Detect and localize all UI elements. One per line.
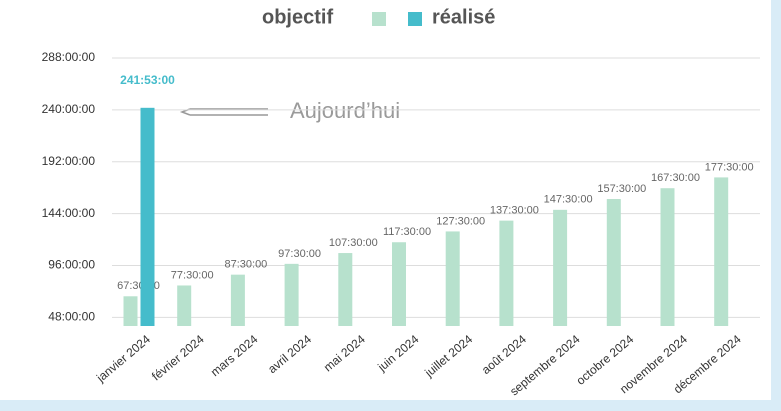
value-label: 147:30:00 (544, 194, 593, 206)
value-label: 117:30:00 (383, 226, 431, 238)
value-label: 107:30:00 (329, 237, 378, 249)
value-label: 127:30:00 (436, 215, 485, 227)
bar (123, 296, 138, 326)
bar (177, 285, 192, 326)
value-label: 87:30:00 (224, 259, 267, 271)
y-tick-label: 48:00:00 (48, 310, 95, 324)
value-label: 241:53:00 (120, 73, 175, 87)
legend-swatch (372, 12, 386, 26)
bar (714, 177, 729, 326)
bar (392, 242, 406, 326)
bar (140, 107, 155, 327)
value-label: 157:30:00 (597, 183, 646, 195)
bar (338, 253, 353, 326)
legend-label: réalisé (432, 6, 495, 28)
value-label: 137:30:00 (490, 205, 539, 217)
y-tick-label: 288:00:00 (42, 50, 96, 64)
y-tick-label: 240:00:00 (42, 102, 96, 116)
bar (660, 188, 675, 326)
bar (606, 199, 621, 326)
bar (445, 231, 460, 326)
value-label: 77:30:00 (171, 269, 214, 281)
value-label: 177:30:00 (705, 161, 754, 173)
value-label: 97:30:00 (278, 248, 321, 260)
bar (230, 274, 245, 326)
bar (499, 220, 514, 326)
legend-label: objectif (262, 6, 333, 28)
chart-background (0, 0, 771, 400)
bar (284, 263, 299, 326)
y-tick-label: 96:00:00 (48, 258, 95, 272)
bar (553, 209, 568, 326)
legend-swatch (408, 12, 422, 26)
value-label: 167:30:00 (651, 172, 700, 184)
y-tick-label: 144:00:00 (42, 206, 96, 220)
y-tick-label: 192:00:00 (42, 154, 96, 168)
